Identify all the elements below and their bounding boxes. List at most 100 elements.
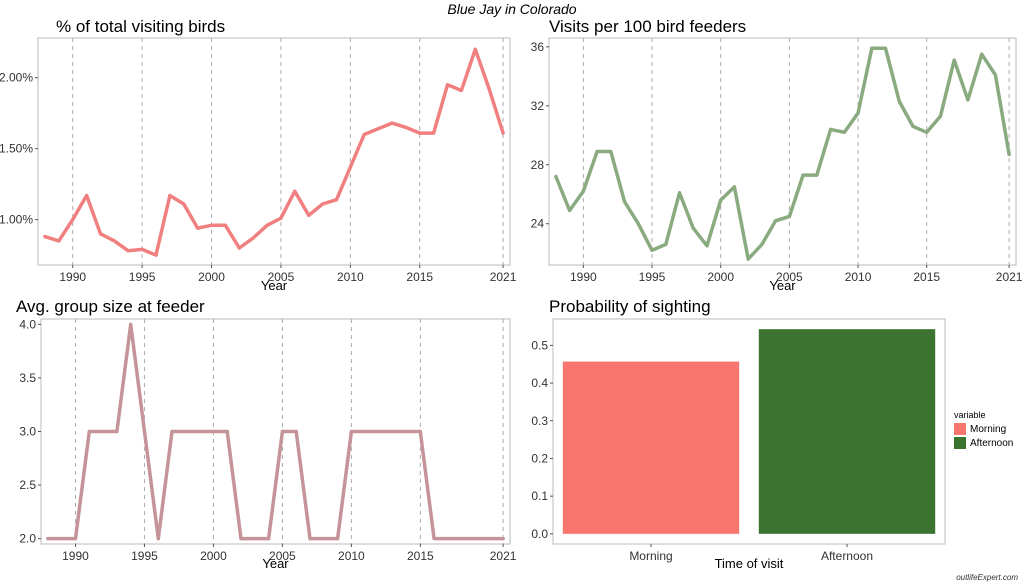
data-point-2000: [719, 198, 723, 202]
data-point-2010: [856, 111, 860, 115]
data-point-1992: [609, 149, 613, 154]
data-point-2013: [897, 99, 901, 103]
y-tick-label-1: 2.5: [19, 478, 36, 492]
page-title: Blue Jay in Colorado: [447, 1, 577, 17]
data-point-2016: [432, 131, 436, 135]
data-point-2021: [1007, 152, 1011, 157]
y-tick-label-0: 1.00%: [0, 213, 33, 227]
data-point-1996: [154, 253, 158, 257]
data-point-2018: [459, 88, 464, 93]
x-tick-label-2015: 2015: [913, 270, 940, 284]
data-point-2016: [432, 537, 436, 541]
x-tick-label-2005: 2005: [269, 549, 296, 563]
x-tick-label-2021: 2021: [490, 549, 517, 563]
data-point-2014: [404, 125, 408, 129]
data-point-1996: [156, 537, 160, 541]
plot-area: [548, 37, 1017, 266]
chart-3-title: Avg. group size at feeder: [16, 297, 205, 316]
data-point-2009: [334, 198, 339, 202]
x-tick-label-2021: 2021: [996, 270, 1023, 284]
data-point-1992: [98, 232, 103, 236]
chart-4-title: Probability of sighting: [549, 297, 711, 316]
data-point-1996: [664, 242, 668, 246]
data-point-2001: [223, 223, 228, 227]
data-point-2000: [211, 429, 216, 434]
x-tick-label-1995: 1995: [131, 549, 158, 563]
data-point-2006: [294, 429, 298, 434]
data-point-1991: [84, 193, 89, 198]
data-point-1994: [129, 322, 133, 326]
data-point-2020: [487, 537, 491, 541]
y-tick-label-1: 28: [531, 158, 545, 172]
data-point-1991: [87, 429, 91, 434]
x-axis-title: Time of visit: [715, 556, 784, 571]
data-point-1998: [182, 202, 186, 206]
y-tick-label-3: 36: [531, 40, 545, 54]
y-tick-label-2: 2.00%: [0, 71, 33, 85]
data-point-1989: [568, 208, 572, 213]
x-tick-label-2015: 2015: [406, 270, 433, 284]
x-tick-label-2000: 2000: [200, 549, 227, 563]
x-tick-label-2000: 2000: [707, 270, 734, 284]
data-point-2015: [418, 131, 422, 135]
data-point-2020: [487, 87, 491, 91]
x-axis-title: Year: [769, 278, 796, 293]
y-tick-label-4: 4.0: [19, 317, 36, 331]
data-point-1990: [581, 189, 585, 193]
data-point-2007: [308, 537, 312, 541]
data-point-1992: [101, 429, 105, 434]
data-point-2015: [925, 130, 929, 134]
data-point-1988: [43, 235, 47, 239]
data-point-1999: [196, 226, 200, 230]
data-point-1989: [57, 239, 61, 243]
data-point-1994: [126, 249, 130, 253]
x-tick-label-2000: 2000: [198, 270, 225, 284]
legend-title: variable: [954, 410, 986, 420]
data-point-2021: [501, 537, 505, 541]
legend-item-morning: Morning: [954, 423, 1013, 435]
x-tick-label-2005: 2005: [268, 270, 295, 284]
data-point-1997: [677, 191, 682, 195]
data-point-2004: [265, 223, 269, 227]
bar-morning: [562, 361, 740, 534]
series-line: [46, 322, 505, 541]
chart-2-title: Visits per 100 bird feeders: [549, 17, 747, 36]
data-point-2006: [293, 189, 297, 193]
y-tick-label-0: 2.0: [19, 532, 36, 546]
data-point-2017: [952, 58, 956, 62]
data-point-2017: [446, 537, 450, 541]
legend-label-afternoon: Afternoon: [970, 437, 1014, 449]
data-point-2002: [239, 537, 243, 541]
x-tick-label-2015: 2015: [407, 549, 434, 563]
data-point-2006: [801, 173, 805, 177]
data-point-2019: [473, 537, 478, 541]
data-point-2009: [335, 537, 340, 541]
data-point-2004: [267, 537, 271, 541]
data-point-2008: [320, 202, 325, 206]
data-point-2005: [280, 429, 284, 434]
x-axis-title: Year: [261, 278, 288, 293]
data-point-2011: [363, 429, 367, 434]
data-point-1995: [142, 429, 147, 434]
data-point-1997: [170, 429, 174, 434]
watermark: outlifeExpert.com: [956, 573, 1018, 582]
data-point-2010: [348, 165, 352, 169]
data-point-2012: [376, 127, 380, 131]
x-tick-label-1990: 1990: [62, 549, 89, 563]
data-point-2009: [842, 130, 846, 134]
data-point-2019: [473, 47, 477, 51]
series-line: [554, 46, 1011, 261]
data-point-1998: [184, 429, 188, 434]
bar-afternoon: [758, 329, 936, 534]
x-tick-label-1990: 1990: [570, 270, 597, 284]
y-tick-label-1: 0.1: [531, 489, 548, 503]
data-point-2013: [391, 429, 395, 434]
x-tick-label-2010: 2010: [845, 270, 872, 284]
data-point-2003: [251, 236, 255, 240]
data-point-1990: [73, 537, 78, 541]
x-tick-label-morning: Morning: [629, 549, 672, 563]
data-point-2005: [279, 216, 283, 220]
data-point-2002: [237, 246, 241, 250]
data-point-2008: [828, 127, 833, 131]
